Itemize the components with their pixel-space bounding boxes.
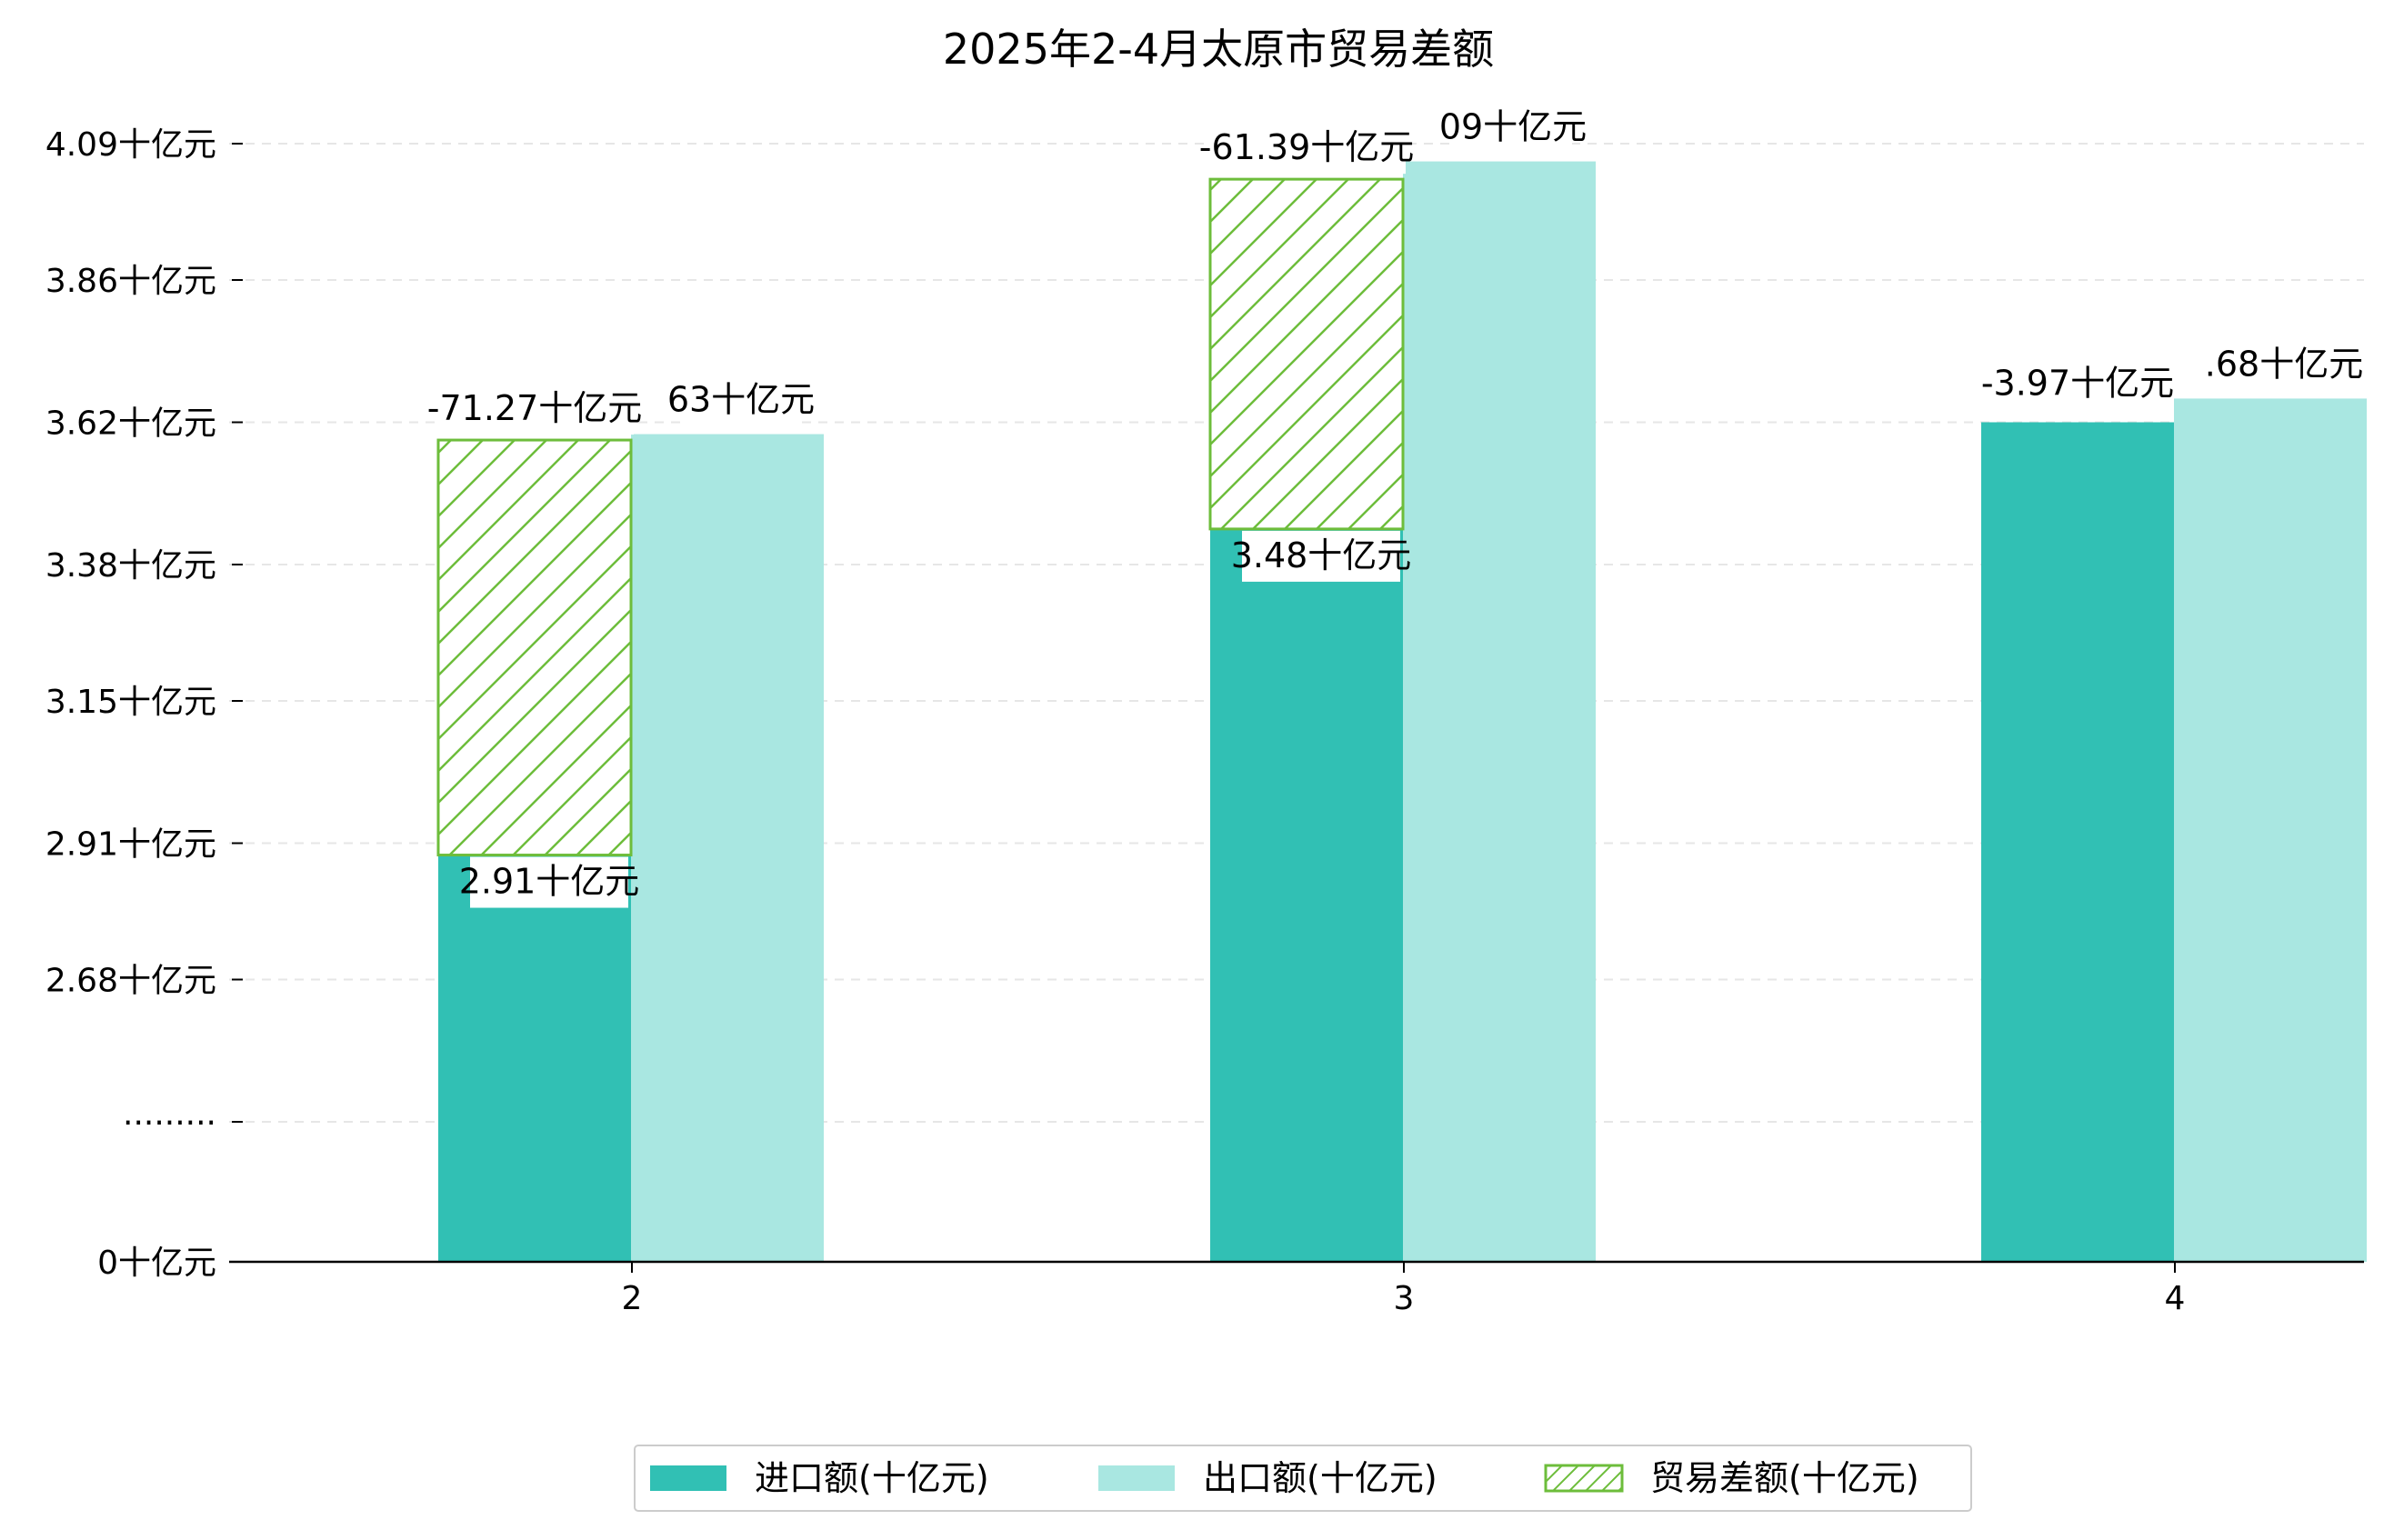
balance-value-label-group: -3.97十亿元: [1981, 358, 2174, 410]
export-value-label: 63十亿元: [667, 380, 815, 420]
legend-swatch: [1098, 1465, 1175, 1491]
export-bar: [2174, 398, 2367, 1262]
export-bar: [1403, 161, 1596, 1263]
y-tick-label: 0十亿元: [97, 1245, 216, 1282]
legend-label: 贸易差额(十亿元): [1650, 1458, 1919, 1498]
export-value-label: 09十亿元: [1439, 107, 1587, 147]
y-tick-label: 4.09十亿元: [45, 126, 216, 164]
y-tick-label: 3.86十亿元: [45, 263, 216, 300]
balance-value-label-group: -71.27十亿元: [427, 384, 643, 435]
balance-bar: [1208, 177, 1405, 531]
export-value-label-group: 09十亿元: [1439, 102, 1587, 154]
import-value-label: 2.91十亿元: [459, 862, 640, 902]
import-value-label-group: 2.91十亿元: [459, 856, 640, 908]
chart-title: 2025年2-4月太原市贸易差额: [943, 25, 1494, 74]
y-tick-label: 2.68十亿元: [45, 962, 216, 999]
label-background: [1454, 102, 1572, 154]
export-value-label-group: .68十亿元: [2205, 339, 2363, 391]
legend-box: [634, 1445, 1972, 1512]
label-background: [436, 384, 634, 435]
y-tick-label: 3.38十亿元: [45, 547, 216, 585]
y-tick-label: 3.62十亿元: [45, 405, 216, 442]
label-background: [2215, 339, 2353, 391]
balance-value-label: -3.97十亿元: [1981, 363, 2174, 403]
import-value-label: 3.48十亿元: [1231, 535, 1412, 575]
balance-value-label: -71.27十亿元: [427, 388, 643, 428]
label-background: [470, 856, 628, 908]
label-background: [682, 375, 800, 426]
label-background: [1242, 530, 1400, 582]
balance-value-label: -61.39十亿元: [1199, 127, 1415, 167]
y-tick-label: 3.15十亿元: [45, 684, 216, 721]
legend-label: 进口额(十亿元): [755, 1458, 989, 1498]
x-tick-label: 3: [1394, 1280, 1415, 1317]
label-background: [1988, 358, 2167, 410]
import-value-label-group: 3.48十亿元: [1231, 530, 1412, 582]
y-tick-label: 2.91十亿元: [45, 826, 216, 864]
import-bar: [1210, 528, 1403, 1262]
x-tick-label: 4: [2165, 1280, 2186, 1317]
legend-swatch: [1544, 1464, 1624, 1493]
import-bar: [438, 855, 631, 1262]
import-bar: [1981, 422, 2174, 1263]
legend-swatch: [650, 1465, 726, 1491]
y-tick-label: ·········: [123, 1105, 216, 1142]
legend-label: 出口额(十亿元): [1203, 1458, 1437, 1498]
export-bar: [631, 434, 824, 1262]
label-background: [1207, 123, 1406, 175]
export-value-label: .68十亿元: [2205, 344, 2363, 384]
x-tick-label: 2: [622, 1280, 643, 1317]
balance-value-label-group: -61.39十亿元: [1199, 123, 1415, 175]
balance-bar: [436, 438, 633, 857]
export-value-label-group: 63十亿元: [667, 375, 815, 426]
